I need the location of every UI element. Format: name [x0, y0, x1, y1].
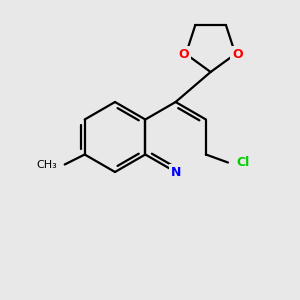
Text: CH₃: CH₃ [36, 160, 57, 170]
Text: N: N [170, 166, 181, 178]
Text: O: O [232, 47, 243, 61]
Text: Cl: Cl [236, 156, 249, 169]
Text: O: O [178, 47, 189, 61]
